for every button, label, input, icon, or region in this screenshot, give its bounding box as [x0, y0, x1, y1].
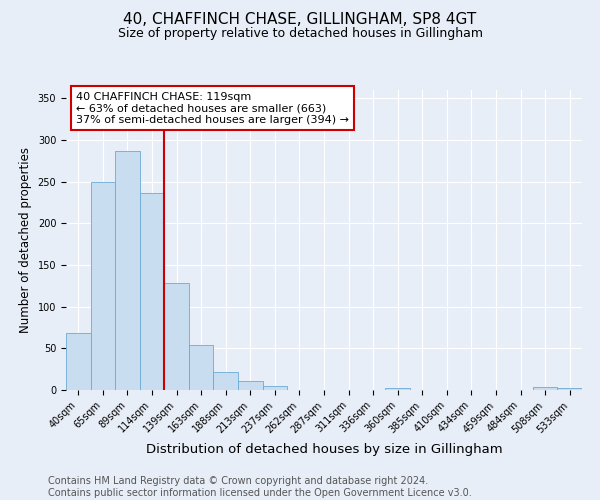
Bar [533, 386, 557, 390]
Bar [189, 345, 214, 390]
Bar [115, 151, 140, 390]
Text: 40, CHAFFINCH CHASE, GILLINGHAM, SP8 4GT: 40, CHAFFINCH CHASE, GILLINGHAM, SP8 4GT [124, 12, 476, 28]
Bar [140, 194, 164, 390]
Bar [91, 182, 115, 390]
Bar [164, 284, 189, 390]
Bar [263, 386, 287, 390]
Y-axis label: Number of detached properties: Number of detached properties [19, 147, 32, 333]
Text: Size of property relative to detached houses in Gillingham: Size of property relative to detached ho… [118, 28, 482, 40]
Text: Contains HM Land Registry data © Crown copyright and database right 2024.
Contai: Contains HM Land Registry data © Crown c… [48, 476, 472, 498]
Bar [385, 388, 410, 390]
Bar [238, 381, 263, 390]
X-axis label: Distribution of detached houses by size in Gillingham: Distribution of detached houses by size … [146, 443, 502, 456]
Bar [66, 334, 91, 390]
Bar [214, 372, 238, 390]
Text: 40 CHAFFINCH CHASE: 119sqm
← 63% of detached houses are smaller (663)
37% of sem: 40 CHAFFINCH CHASE: 119sqm ← 63% of deta… [76, 92, 349, 124]
Bar [557, 388, 582, 390]
